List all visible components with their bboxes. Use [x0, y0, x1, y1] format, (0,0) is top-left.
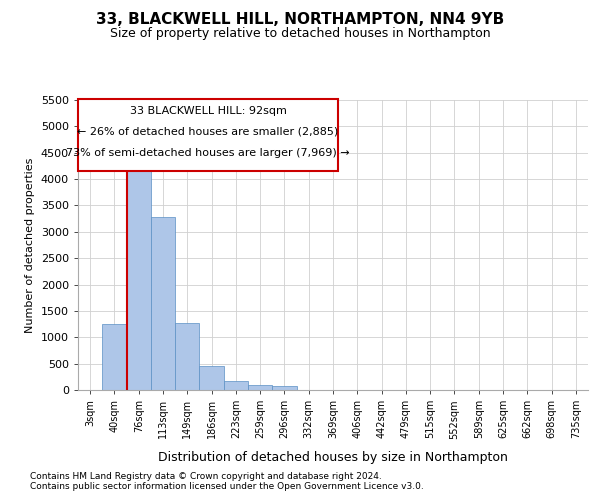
Text: Contains public sector information licensed under the Open Government Licence v3: Contains public sector information licen… — [30, 482, 424, 491]
Text: Distribution of detached houses by size in Northampton: Distribution of detached houses by size … — [158, 451, 508, 464]
Text: 33, BLACKWELL HILL, NORTHAMPTON, NN4 9YB: 33, BLACKWELL HILL, NORTHAMPTON, NN4 9YB — [96, 12, 504, 28]
Text: 73% of semi-detached houses are larger (7,969) →: 73% of semi-detached houses are larger (… — [66, 148, 350, 158]
Bar — [248, 384, 272, 390]
Bar — [102, 324, 127, 390]
Bar — [151, 217, 175, 390]
Bar — [175, 322, 199, 390]
Text: 33 BLACKWELL HILL: 92sqm: 33 BLACKWELL HILL: 92sqm — [130, 106, 286, 116]
Bar — [199, 366, 224, 390]
Bar — [272, 386, 296, 390]
Bar — [127, 164, 151, 390]
Text: Contains HM Land Registry data © Crown copyright and database right 2024.: Contains HM Land Registry data © Crown c… — [30, 472, 382, 481]
FancyBboxPatch shape — [78, 98, 338, 171]
Bar — [224, 380, 248, 390]
Y-axis label: Number of detached properties: Number of detached properties — [25, 158, 35, 332]
Text: ← 26% of detached houses are smaller (2,885): ← 26% of detached houses are smaller (2,… — [77, 126, 338, 136]
Text: Size of property relative to detached houses in Northampton: Size of property relative to detached ho… — [110, 28, 490, 40]
